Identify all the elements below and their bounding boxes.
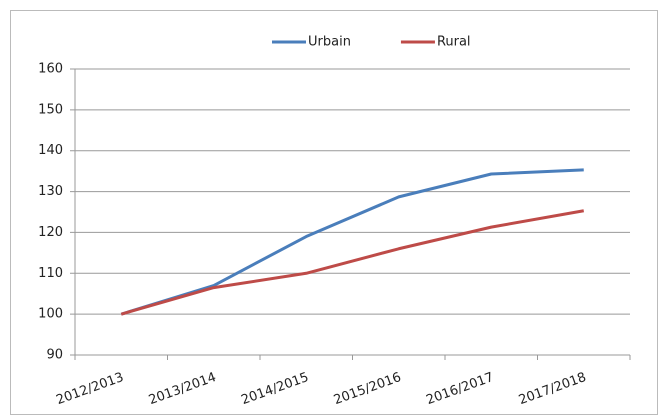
- chart-border: [10, 10, 658, 415]
- y-tick-label: 140: [38, 143, 63, 158]
- y-tick-label: 150: [38, 102, 63, 117]
- y-tick-label: 130: [38, 184, 63, 199]
- legend-label: Urbain: [308, 35, 351, 50]
- legend-label: Rural: [437, 35, 471, 50]
- y-tick-label: 100: [38, 307, 63, 322]
- y-tick-label: 90: [46, 348, 63, 363]
- y-tick-label: 110: [38, 266, 63, 281]
- line-series: [120, 209, 585, 316]
- y-tick-label: 160: [38, 62, 63, 77]
- line-series: [120, 168, 584, 316]
- y-tick-label: 120: [38, 225, 63, 240]
